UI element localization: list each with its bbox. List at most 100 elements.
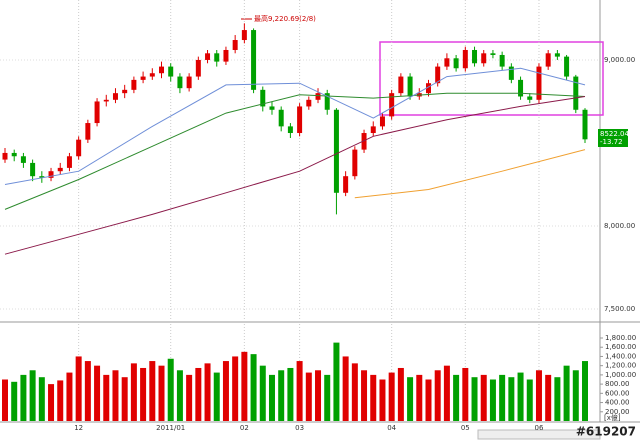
- x-tick-label: 02: [240, 424, 249, 432]
- candle-body: [168, 66, 174, 77]
- moving-average: [354, 149, 586, 199]
- volume-bar: [508, 377, 515, 421]
- volume-tick-label: 1,200.00: [605, 362, 636, 370]
- volume-bar: [342, 356, 349, 421]
- volume-bar: [480, 374, 487, 421]
- candle-body: [582, 109, 588, 140]
- volume-bar: [149, 361, 156, 421]
- candle-body: [140, 76, 146, 80]
- volume-bar: [29, 370, 36, 421]
- volume-bar: [167, 358, 174, 421]
- candle-body: [214, 53, 220, 62]
- volume-bar: [489, 379, 496, 421]
- volume-bar: [526, 379, 533, 421]
- candle-body: [76, 139, 82, 157]
- volume-bar: [351, 363, 358, 421]
- volume-bar: [572, 370, 579, 421]
- moving-average: [4, 67, 586, 185]
- candle-body: [278, 109, 284, 127]
- volume-bar: [407, 377, 414, 421]
- candle-body: [131, 79, 137, 90]
- volume-bar: [324, 374, 331, 421]
- candle-body: [518, 79, 524, 97]
- scrollbar[interactable]: [477, 429, 601, 440]
- volume-bar: [121, 377, 128, 421]
- volume-bar: [20, 374, 27, 421]
- moving-average: [4, 92, 586, 210]
- candle-body: [112, 93, 118, 100]
- volume-bar: [222, 361, 229, 421]
- candle-body: [425, 83, 431, 94]
- volume-tick-label: 1,800.00: [605, 334, 636, 342]
- volume-bar: [305, 372, 312, 421]
- candle-body: [545, 53, 551, 67]
- volume-bar: [232, 356, 239, 421]
- candle-body: [472, 49, 478, 64]
- volume-bar: [397, 367, 404, 421]
- candle-body: [352, 149, 358, 177]
- annotation: 最高9,220.69(2/8): [254, 14, 316, 23]
- y-tick-label: 9,000.00: [604, 56, 635, 64]
- volume-bar: [140, 367, 147, 421]
- candle-body: [453, 58, 459, 69]
- volume-bar: [278, 370, 285, 421]
- candle-body: [30, 162, 36, 177]
- volume-bar: [416, 374, 423, 421]
- candle-body: [536, 66, 542, 100]
- volume-bar: [582, 361, 588, 421]
- candle-body: [66, 156, 72, 168]
- candle-body: [103, 99, 109, 102]
- candle-body: [57, 167, 63, 172]
- candle-body: [205, 53, 211, 60]
- volume-bar: [2, 379, 8, 421]
- x-tick-label: 06: [535, 424, 544, 432]
- candle-body: [435, 66, 441, 84]
- volume-bar: [499, 374, 506, 421]
- candle-body: [573, 76, 579, 110]
- volume-tick-label: 1,400.00: [605, 352, 636, 360]
- volume-bar: [315, 370, 322, 421]
- volume-bar: [176, 370, 183, 421]
- volume-bar: [84, 361, 91, 421]
- candle-body: [297, 106, 303, 134]
- volume-bar: [186, 374, 193, 421]
- volume-bar: [361, 370, 368, 421]
- volume-bar: [287, 367, 294, 421]
- volume-bar: [112, 370, 119, 421]
- candle-body: [159, 66, 165, 74]
- candle-body: [287, 126, 293, 134]
- volume-bar: [268, 374, 275, 421]
- volume-bar: [38, 377, 45, 421]
- candle-body: [2, 152, 8, 160]
- candle-body: [251, 30, 257, 90]
- candle-body: [499, 54, 505, 67]
- candle-body: [508, 66, 514, 80]
- candle-body: [241, 30, 247, 41]
- volume-tick-label: 600.00: [605, 389, 630, 397]
- candle-body: [333, 109, 339, 193]
- volume-bar: [48, 384, 55, 421]
- price-change: -13.72: [600, 138, 623, 146]
- candle-body: [20, 156, 26, 163]
- volume-bar: [158, 365, 165, 421]
- candle-body: [149, 73, 155, 77]
- x-tick-label: 2011/01: [156, 424, 185, 432]
- y-tick-label: 7,500.00: [604, 305, 635, 313]
- x-tick-label: 03: [295, 424, 304, 432]
- volume-bar: [103, 374, 110, 421]
- volume-bar: [204, 363, 211, 421]
- volume-bar: [471, 377, 478, 421]
- candle-body: [398, 76, 404, 94]
- candle-body: [481, 53, 487, 64]
- volume-bar: [241, 351, 248, 421]
- watermark: #619207: [576, 425, 636, 439]
- candle-body: [177, 76, 183, 89]
- candle-body: [343, 176, 349, 193]
- volume-bar: [259, 365, 266, 421]
- volume-bar: [66, 372, 73, 421]
- volume-bar: [75, 356, 82, 421]
- candle-body: [462, 49, 468, 69]
- volume-bar: [545, 374, 552, 421]
- candle-body: [444, 58, 450, 67]
